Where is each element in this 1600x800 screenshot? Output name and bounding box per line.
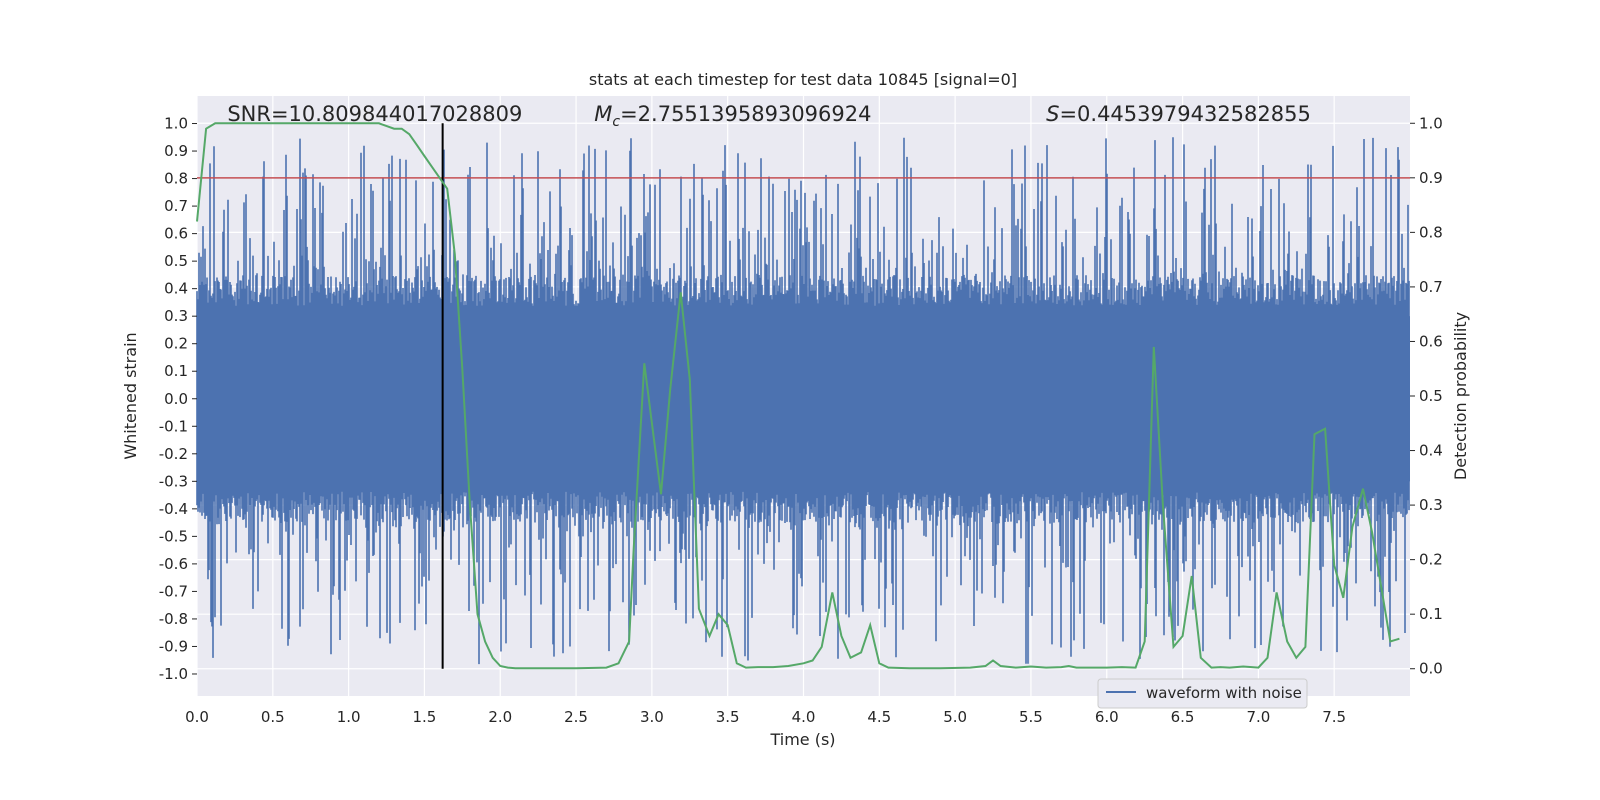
y-tick-label-left: -0.1 [159,417,188,435]
x-tick-label: 6.5 [1171,708,1195,726]
y-tick-label-right: 0.4 [1419,442,1443,460]
y-tick-label-left: -0.8 [159,610,188,628]
y-tick-label-right: 0.1 [1419,605,1443,623]
series-detection-probability [196,122,1400,670]
y-tick-label-right: 0.0 [1419,660,1443,678]
y-tick-label-right: 0.5 [1419,387,1443,405]
x-tick-label: 3.5 [716,708,740,726]
x-tick-label: 7.0 [1246,708,1270,726]
x-tick-label: 3.0 [640,708,664,726]
x-tick-label: 2.0 [488,708,512,726]
y-axis-left-label: Whitened strain [121,332,140,459]
x-axis-ticks: 0.0 0.5 1.0 1.5 2.0 2.5 3.0 3.5 4.0 4.5 5.0 5.5 6.0 6… [185,708,1346,726]
y-tick-label-left: 0.2 [164,335,188,353]
y-tick-label-right: 0.9 [1419,169,1443,187]
y-tick-label-left: -1.0 [159,665,188,683]
legend: waveform with noise [1097,678,1308,709]
y-tick-label-right: 0.7 [1419,278,1443,296]
x-tick-label: 5.0 [943,708,967,726]
x-tick-label: 4.5 [867,708,891,726]
y-tick-label-right: 1.0 [1419,114,1443,132]
legend-label-waveform: waveform with noise [1146,684,1302,702]
y-tick-label-left: -0.9 [159,637,188,655]
x-tick-label: 2.5 [564,708,588,726]
y-axis-right-ticks: 0.0 0.1 0.2 0.3 0.4 0.5 0.6 0.7 0.8 0.9 1.0 [1410,114,1443,678]
annotation-text: S=0.4453979432582855 [1046,102,1311,126]
y-tick-label-left: 0.0 [164,390,188,408]
x-tick-label: 1.5 [413,708,437,726]
x-tick-label: 1.0 [337,708,361,726]
series-waveform-with-noise [196,137,1410,665]
y-tick-label-right: 0.8 [1419,223,1443,241]
y-tick-label-right: 0.6 [1419,332,1443,350]
annotations: SNR=10.809844017028809 Mc=2.7551395893096… [227,102,1311,130]
y-tick-label-left: 0.4 [164,280,188,298]
y-tick-label-left: 0.1 [164,362,188,380]
y-tick-label-left: 0.6 [164,225,188,243]
y-tick-label-left: 0.3 [164,307,188,325]
y-tick-label-right: 0.2 [1419,551,1443,569]
y-axis-left-ticks: -1.0 -0.9 -0.8 -0.7 -0.6 -0.5 -0.4 -0.3 -0.2 -0.1… [159,115,197,683]
legend-box [1097,678,1308,709]
y-tick-label-left: 0.8 [164,170,188,188]
annotation-text: SNR=10.809844017028809 [227,102,522,126]
y-tick-label-left: -0.3 [159,472,188,490]
y-tick-label-left: 0.5 [164,252,188,270]
chart-title: stats at each timestep for test data 108… [589,70,1017,89]
x-tick-label: 4.0 [792,708,816,726]
y-axis-right-label: Detection probability [1451,312,1470,480]
annotation-text: Mc=2.7551395893096924 [594,102,871,130]
y-tick-label-right: 0.3 [1419,496,1443,514]
y-tick-label-left: -0.5 [159,527,188,545]
y-tick-label-left: 0.9 [164,142,188,160]
y-tick-label-left: -0.7 [159,582,188,600]
x-tick-label: 5.5 [1019,708,1043,726]
x-tick-label: 0.0 [185,708,209,726]
y-tick-label-left: -0.2 [159,445,188,463]
waveform-core-band [197,316,1410,482]
x-tick-label: 6.0 [1095,708,1119,726]
y-tick-label-left: -0.4 [159,500,188,518]
x-tick-label: 0.5 [261,708,285,726]
y-tick-label-left: -0.6 [159,555,188,573]
x-tick-label: 7.5 [1322,708,1346,726]
x-axis-label: Time (s) [769,730,835,749]
detection-probability-line [196,122,1400,670]
y-tick-label-left: 0.7 [164,197,188,215]
y-tick-label-left: 1.0 [164,115,188,133]
